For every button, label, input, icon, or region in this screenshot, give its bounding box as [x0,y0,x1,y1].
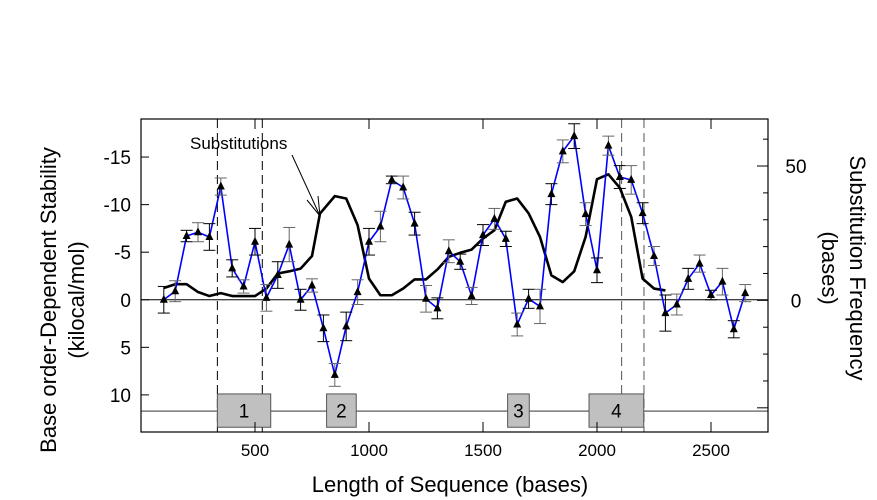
data-point-triangle [273,270,282,279]
data-point-triangle [661,308,670,317]
y-axis-label-line2: (kilocal/mol) [64,241,89,358]
substitutions-annotation: Substitutions [190,134,287,153]
annotation-arrowhead [306,195,321,218]
data-point-triangle [490,213,499,222]
data-point-triangle [353,287,362,296]
data-point-triangle [581,209,590,218]
data-point-triangle [239,281,248,290]
x-axis-label: Length of Sequence (bases) [312,472,588,497]
y-axis-label-line1: Base order-Dependent Stability [36,147,61,453]
data-point-triangle [376,221,385,230]
annotation-arrow [291,154,321,217]
data-point-triangle [365,236,373,245]
data-point-triangle [296,294,305,303]
plot-frame [140,118,769,433]
data-point-triangle [456,256,465,265]
data-point-triangle [216,181,225,190]
y2-tick-label: 0 [791,291,802,312]
x-tick-label: 500 [241,441,269,460]
data-point-triangle [342,321,351,330]
data-point-triangle [433,303,442,312]
data-point-triangle [182,231,191,240]
y-tick-label: 5 [120,338,131,359]
x-tick-label: 1500 [464,441,502,460]
substitutions-line [163,173,666,298]
y-tick-label: -5 [114,243,131,264]
data-point-triangle [205,231,214,240]
data-point-triangle [684,273,693,282]
data-point-triangle [593,265,601,274]
y2-axis-label-line1: Substitution Frequency [845,155,870,380]
data-point-triangle [638,208,647,217]
data-point-triangle [387,174,396,183]
data-point-triangle [547,189,556,198]
x-tick-label: 2500 [692,441,730,460]
data-point-triangle [171,286,180,295]
data-point-triangle [251,236,259,245]
data-point-triangle [741,288,750,297]
y2-axis-label-line2: (bases) [817,231,842,304]
region-label-4: 4 [611,402,622,423]
data-point-triangle [524,293,533,302]
data-point-triangle [308,280,316,289]
region-label-1: 1 [239,402,250,423]
data-point-triangle [479,230,487,239]
data-point-triangle [467,290,476,299]
y-tick-label: 0 [120,291,131,312]
data-point-triangle [285,239,294,248]
data-point-triangle [501,233,510,242]
x-tick-label: 2000 [578,441,616,460]
data-point-triangle [194,227,202,236]
data-point-triangle [399,182,408,191]
data-point-triangle [627,174,636,183]
region-label-2: 2 [336,402,347,423]
data-point-triangle [536,301,544,310]
y-tick-label: -10 [104,196,131,217]
data-point-triangle [228,263,237,272]
region-box-4 [588,393,645,428]
data-point-triangle [262,292,271,301]
data-point-triangle [650,250,658,259]
region-box-1 [216,393,272,428]
data-point-triangle [729,324,738,333]
region-box-3 [507,393,530,428]
data-point-triangle [330,369,339,378]
data-point-triangle [695,258,704,267]
y2-tick-label: 50 [785,157,806,178]
x-tick-label: 1000 [350,441,388,460]
stability-line [163,134,746,376]
region-box-2 [326,393,357,428]
data-point-triangle [570,131,579,140]
data-point-triangle [707,290,715,299]
data-point-triangle [558,146,567,155]
region-label-3: 3 [513,402,524,423]
data-point-triangle [513,319,522,328]
data-point-triangle [422,293,430,302]
y-tick-label: 10 [110,386,131,407]
data-point-triangle [672,299,681,308]
y-tick-label: -15 [104,148,131,169]
data-point-triangle [444,246,453,255]
data-point-triangle [410,218,419,227]
data-point-triangle [319,323,328,332]
data-point-triangle [159,294,168,303]
data-point-triangle [604,140,613,149]
data-point-triangle [718,276,727,285]
data-point-triangle [615,172,624,181]
gene-regions: 1 2 3 4 [141,393,768,428]
